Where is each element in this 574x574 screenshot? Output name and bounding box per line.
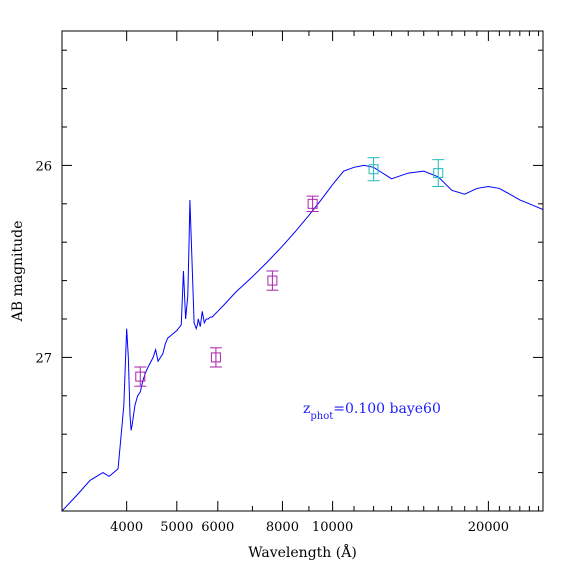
photometry-point: [306, 195, 319, 212]
data-marker: [267, 275, 278, 286]
data-marker: [307, 198, 318, 209]
photometry-point: [134, 366, 147, 387]
y-axis-label: AB magnitude: [10, 221, 26, 323]
plot-frame: [61, 30, 544, 512]
photometry-point: [209, 347, 222, 368]
photometry-point: [266, 270, 279, 291]
x-tick-label: 6000: [201, 520, 234, 535]
sed-template-line: [62, 164, 543, 511]
data-marker: [368, 164, 379, 175]
data-marker: [433, 168, 444, 179]
data-marker: [135, 371, 146, 382]
x-axis-label: Wavelength (Å): [248, 543, 357, 561]
photometry-point: [432, 159, 445, 188]
y-tick-label: 27: [35, 351, 52, 366]
annotation-subscript: phot: [310, 411, 333, 422]
x-tick-label: 4000: [110, 520, 143, 535]
photo-z-annotation: zphot=0.100 baye60: [303, 401, 441, 422]
annotation-main: z: [303, 401, 310, 417]
data-marker: [210, 352, 221, 363]
x-tick-label: 10000: [312, 520, 353, 535]
tick-marks: [61, 31, 543, 512]
x-tick-label: 5000: [160, 520, 193, 535]
tick-labels: 4000 5000 6000 8000 10000 20000 26 27: [35, 159, 509, 535]
plot-area: [62, 157, 543, 511]
x-tick-label: 8000: [266, 520, 299, 535]
annotation-rest: =0.100 baye60: [333, 401, 441, 417]
y-tick-label: 26: [35, 159, 52, 174]
x-tick-label: 20000: [468, 520, 509, 535]
photometry-point: [367, 157, 380, 182]
